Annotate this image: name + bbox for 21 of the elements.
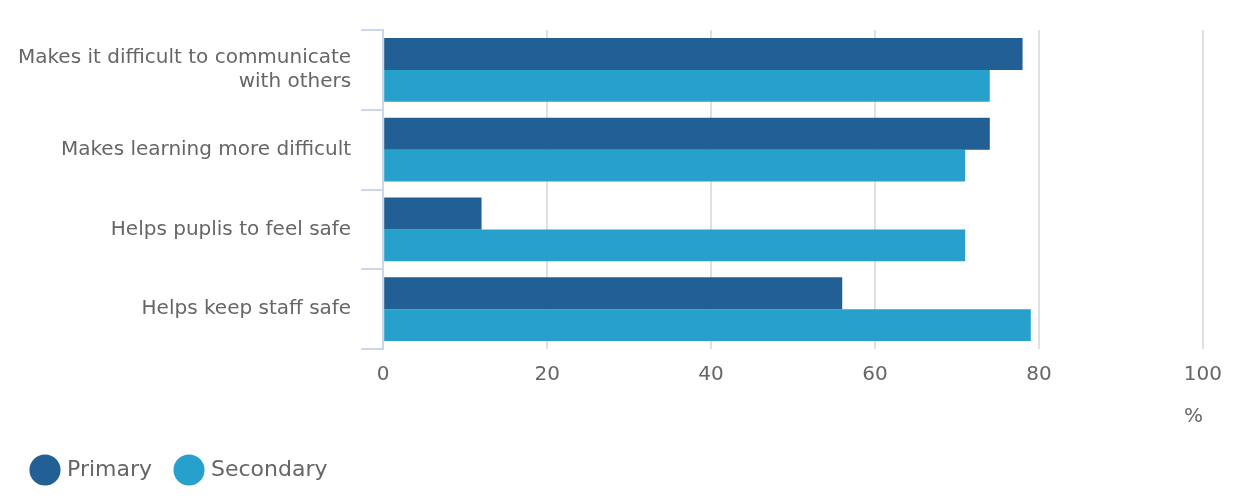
bar xyxy=(384,229,966,262)
x-tick-label: 60 xyxy=(862,361,888,386)
bar xyxy=(384,277,843,310)
bar xyxy=(384,37,1023,70)
bar xyxy=(384,69,990,102)
x-tick-label: 0 xyxy=(376,361,390,386)
x-tick-label: 100 xyxy=(1183,361,1223,386)
x-tick-label: 40 xyxy=(698,361,724,386)
bar xyxy=(384,117,990,150)
x-tick-label: 80 xyxy=(1026,361,1052,386)
bar xyxy=(384,197,482,230)
y-tick-label: Makes learning more difficult xyxy=(60,135,352,160)
y-tick-label: Makes it difficult to communicate with others xyxy=(17,44,352,93)
x-axis-title: % xyxy=(1183,403,1203,428)
bar xyxy=(384,309,1031,342)
y-tick-label: Helps puplis to feel safe xyxy=(110,215,352,240)
legend-label: Primary xyxy=(67,455,153,481)
bar xyxy=(384,149,966,182)
x-tick-label: 20 xyxy=(534,361,560,386)
y-tick-label: Helps keep staff safe xyxy=(141,295,352,320)
legend-label: Secondary xyxy=(211,455,328,481)
